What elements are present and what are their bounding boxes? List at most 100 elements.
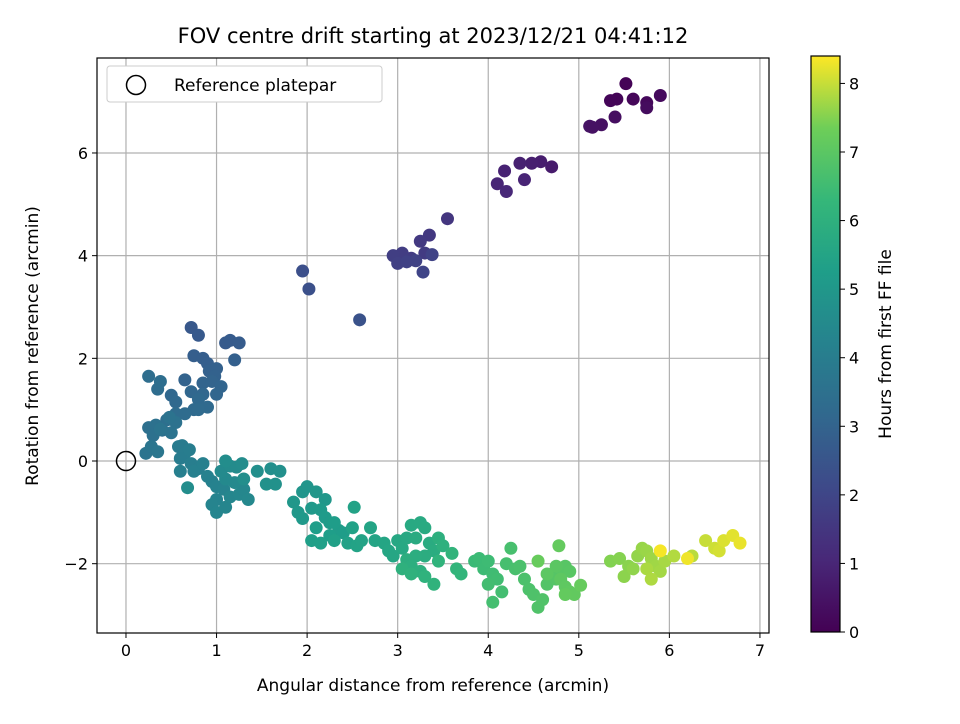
data-point [416,265,430,279]
data-point [327,534,341,548]
colorbar-tick-label: 8 [849,74,859,93]
colorbar-tick-label: 0 [849,623,859,642]
data-point [404,567,418,581]
data-point [499,184,513,198]
y-axis-label: Rotation from reference (arcmin) [23,206,43,486]
y-tick-label: 2 [78,349,88,368]
data-point [486,595,500,609]
data-point [237,472,251,486]
data-point [517,572,531,586]
data-point [259,477,273,491]
data-points [139,77,747,614]
colorbar-label: Hours from first FF file [876,249,896,439]
data-point [302,282,316,296]
data-point [235,457,249,471]
data-point [563,564,577,578]
data-point [169,395,183,409]
colorbar-tick-label: 3 [849,417,859,436]
data-point [164,426,178,440]
x-tick-label: 6 [664,641,674,660]
y-axis-ticks: −2 0 2 4 6 [64,144,97,574]
data-point [567,587,581,601]
data-point [490,177,504,191]
data-point [386,549,400,563]
data-point [413,234,427,248]
y-tick-label: −2 [64,555,88,574]
data-point [354,534,368,548]
x-tick-label: 4 [483,641,493,660]
data-point [151,445,165,459]
data-point [191,328,205,342]
data-point [273,464,287,478]
colorbar-tick-label: 7 [849,143,859,162]
data-point [699,534,713,548]
data-point [178,373,192,387]
data-point [345,521,359,535]
data-point [680,552,694,566]
data-point [237,482,251,496]
data-point [445,546,459,560]
data-point [427,577,441,591]
data-point [191,392,205,406]
x-tick-label: 2 [302,641,312,660]
data-point [431,554,445,568]
data-point [219,454,233,468]
data-point [454,567,468,581]
data-point [495,585,509,599]
data-point [481,577,495,591]
data-point [653,88,667,102]
data-point [558,587,572,601]
data-point [513,559,527,573]
data-point [440,212,454,226]
y-tick-label: 0 [78,452,88,471]
data-point [327,516,341,530]
data-point [187,464,201,478]
data-point [228,353,242,367]
data-point [347,500,361,514]
x-tick-label: 0 [121,641,131,660]
data-point [517,173,531,187]
data-point [162,410,176,424]
legend: Reference platepar [106,65,383,103]
data-point [552,539,566,553]
data-point [644,572,658,586]
data-point [498,164,512,178]
colorbar-tick-label: 5 [849,280,859,299]
data-point [309,485,323,499]
colorbar-tick-label: 2 [849,486,859,505]
x-tick-label: 5 [574,641,584,660]
colorbar-tick-label: 4 [849,349,859,368]
y-tick-label: 4 [78,247,88,266]
data-point [296,264,310,278]
colorbar: 0 1 2 3 4 5 6 7 8 Hours from first FF file [810,55,896,642]
data-point [210,387,224,401]
data-point [409,531,423,545]
colorbar-gradient [810,55,841,633]
data-point [425,248,439,262]
x-tick-label: 3 [393,641,403,660]
data-point [395,541,409,555]
data-point [653,544,667,558]
data-point [436,539,450,553]
data-point [640,562,654,576]
colorbar-tick-label: 1 [849,554,859,573]
data-point [712,544,726,558]
legend-marker-icon [125,74,147,96]
x-tick-label: 1 [211,641,221,660]
reference-marker [115,450,137,472]
data-point [574,578,588,592]
x-axis-label: Angular distance from reference (arcmin) [257,676,609,696]
data-point [353,313,367,327]
data-point [418,570,432,584]
data-point [191,403,205,417]
data-point [545,160,559,174]
data-point [733,536,747,550]
data-point [241,493,255,507]
data-point [525,156,539,170]
data-point [268,477,282,491]
data-point [142,369,156,383]
data-point [626,92,640,106]
data-point [182,443,196,457]
data-point [232,336,246,350]
